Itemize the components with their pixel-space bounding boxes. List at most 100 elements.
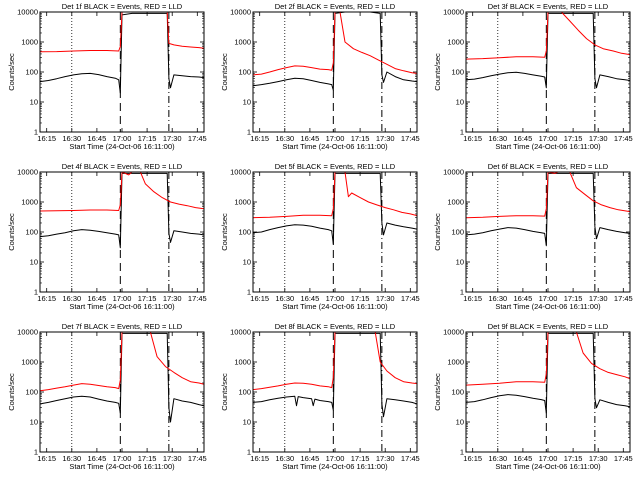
x-tick-label: 17:15 — [564, 134, 583, 143]
y-axis-label: Counts/sec — [433, 373, 442, 411]
y-axis-label: Counts/sec — [7, 213, 16, 251]
series-events-line — [466, 172, 630, 247]
panel-7: Det 7f BLACK = Events, RED = LLD 1 10 100 10… — [7, 322, 207, 471]
x-tick-label: 16:15 — [37, 454, 56, 463]
x-tick-label: 17:30 — [376, 134, 395, 143]
y-tick-label: 1 — [34, 288, 38, 297]
x-tick-label: 16:30 — [62, 294, 81, 303]
x-tick-label: 16:30 — [275, 134, 294, 143]
panel-4: Det 4f BLACK = Events, RED = LLD 1 10 100 10… — [7, 162, 207, 311]
y-tick-label: 1 — [460, 288, 464, 297]
y-tick-label: 100 — [238, 68, 251, 77]
x-tick-label: 16:30 — [275, 294, 294, 303]
series-events-line — [253, 12, 417, 91]
y-tick-label: 1 — [460, 128, 464, 137]
x-tick-label: 17:45 — [188, 294, 207, 303]
y-tick-label: 10 — [243, 98, 251, 107]
x-tick-label: 16:15 — [463, 454, 482, 463]
x-axis-label: Start Time (24-Oct-06 16:11:00) — [282, 302, 388, 311]
x-axis-label: Start Time (24-Oct-06 16:11:00) — [495, 142, 601, 151]
y-tick-label: 1000 — [21, 198, 38, 207]
y-tick-label: 1 — [247, 448, 251, 457]
panel-title: Det 3f BLACK = Events, RED = LLD — [488, 2, 609, 11]
x-tick-label: 17:00 — [326, 294, 345, 303]
x-tick-label: 17:00 — [539, 134, 558, 143]
x-tick-label: 17:45 — [614, 454, 633, 463]
x-tick-label: 16:45 — [514, 294, 533, 303]
panel-5: Det 5f BLACK = Events, RED = LLD 1 10 100 10… — [220, 162, 420, 311]
plot-frame — [252, 331, 418, 453]
y-axis-label: Counts/sec — [220, 53, 229, 91]
x-tick-label: 16:30 — [62, 454, 81, 463]
plot-frame — [39, 171, 205, 293]
series-lld-line — [40, 12, 204, 53]
y-tick-label: 10000 — [443, 168, 464, 177]
x-tick-label: 16:15 — [463, 134, 482, 143]
plot-frame — [465, 11, 631, 133]
x-tick-label: 16:45 — [514, 134, 533, 143]
y-tick-label: 10 — [30, 258, 38, 267]
y-tick-label: 1 — [34, 128, 38, 137]
y-tick-label: 100 — [25, 388, 38, 397]
x-axis-label: Start Time (24-Oct-06 16:11:00) — [495, 302, 601, 311]
x-tick-label: 17:00 — [113, 294, 132, 303]
x-axis-label: Start Time (24-Oct-06 16:11:00) — [495, 462, 601, 471]
y-tick-label: 100 — [25, 228, 38, 237]
x-tick-label: 16:45 — [88, 134, 107, 143]
plot-frame — [39, 331, 205, 453]
y-tick-label: 1000 — [21, 38, 38, 47]
y-axis-label: Counts/sec — [220, 373, 229, 411]
x-tick-label: 16:45 — [88, 454, 107, 463]
y-tick-label: 1000 — [447, 358, 464, 367]
y-tick-label: 1 — [34, 448, 38, 457]
x-tick-label: 17:30 — [163, 454, 182, 463]
x-tick-label: 17:30 — [163, 134, 182, 143]
series-events-line — [40, 172, 204, 249]
x-tick-label: 16:45 — [301, 294, 320, 303]
x-tick-label: 16:45 — [88, 294, 107, 303]
y-tick-label: 1 — [460, 448, 464, 457]
x-tick-label: 17:30 — [163, 294, 182, 303]
y-tick-label: 1000 — [21, 358, 38, 367]
plot-frame — [252, 171, 418, 293]
y-tick-label: 1000 — [447, 198, 464, 207]
y-tick-label: 1000 — [447, 38, 464, 47]
x-tick-label: 17:15 — [564, 454, 583, 463]
x-tick-label: 17:30 — [589, 134, 608, 143]
panel-title: Det 9f BLACK = Events, RED = LLD — [488, 322, 609, 331]
x-tick-label: 16:45 — [301, 454, 320, 463]
x-tick-label: 17:45 — [188, 134, 207, 143]
x-tick-label: 17:30 — [376, 454, 395, 463]
panel-title: Det 5f BLACK = Events, RED = LLD — [275, 162, 396, 171]
plot-frame — [39, 11, 205, 133]
series-events-line — [40, 332, 204, 423]
y-tick-label: 1000 — [234, 38, 251, 47]
series-events-line — [253, 172, 417, 245]
series-events-line — [466, 12, 630, 89]
series-events-line — [40, 12, 204, 94]
x-tick-label: 17:15 — [138, 294, 157, 303]
y-tick-label: 10 — [456, 98, 464, 107]
x-tick-label: 17:45 — [614, 134, 633, 143]
x-tick-label: 16:45 — [514, 454, 533, 463]
x-tick-label: 17:45 — [188, 454, 207, 463]
series-lld-line — [466, 12, 630, 60]
panel-3: Det 3f BLACK = Events, RED = LLD 1 10 100 10… — [433, 2, 633, 151]
x-tick-label: 17:00 — [539, 294, 558, 303]
y-tick-label: 10000 — [443, 328, 464, 337]
panel-title: Det 2f BLACK = Events, RED = LLD — [275, 2, 396, 11]
x-tick-label: 17:30 — [376, 294, 395, 303]
x-tick-label: 17:15 — [138, 454, 157, 463]
y-tick-label: 10000 — [230, 328, 251, 337]
x-tick-label: 16:15 — [250, 134, 269, 143]
series-lld-line — [466, 172, 630, 219]
panel-title: Det 6f BLACK = Events, RED = LLD — [488, 162, 609, 171]
x-tick-label: 16:30 — [488, 134, 507, 143]
y-tick-label: 10 — [30, 418, 38, 427]
y-tick-label: 1 — [247, 288, 251, 297]
y-tick-label: 10 — [456, 258, 464, 267]
y-axis-label: Counts/sec — [433, 53, 442, 91]
x-axis-label: Start Time (24-Oct-06 16:11:00) — [282, 142, 388, 151]
y-tick-label: 100 — [238, 228, 251, 237]
